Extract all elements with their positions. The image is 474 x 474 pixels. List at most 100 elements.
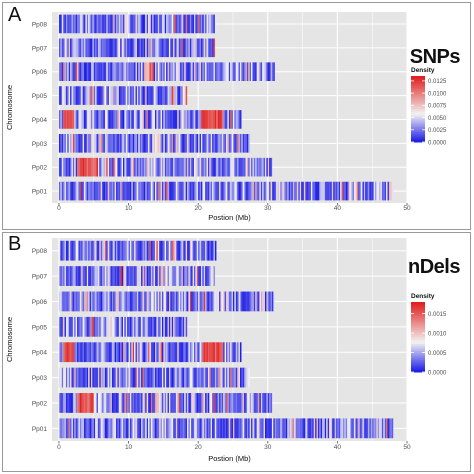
density-cell [96,291,99,312]
density-cell [109,62,111,81]
density-cell [234,134,236,153]
density-cell [249,62,252,81]
density-cell [156,291,158,312]
density-cell [92,240,94,261]
density-cell [153,266,156,286]
density-cell [82,418,85,439]
legend-gradient-step [411,87,425,90]
density-cell [181,110,184,129]
density-cell [248,62,250,81]
density-cell [110,157,113,177]
density-cell [142,181,145,201]
density-cell [259,291,261,312]
density-cell [120,14,122,34]
density-cell [173,316,175,337]
density-cell [152,367,154,388]
density-cell [132,266,135,286]
density-cell [292,181,295,201]
density-cell [174,38,177,58]
density-cell [148,342,150,363]
density-cell [333,181,335,201]
legend-gradient-step [411,77,425,80]
density-cell [132,342,135,363]
density-cell [266,291,268,312]
density-cell [75,240,78,261]
density-cell [120,62,122,81]
density-cell [182,62,185,81]
legend-gradient-step [411,107,425,110]
density-cell [168,38,171,58]
density-cell [171,14,174,34]
density-cell [127,316,129,337]
density-cell [146,86,149,105]
density-cell [68,342,71,363]
density-cell [241,134,243,153]
density-cell [184,342,186,363]
density-cell [175,240,178,261]
density-cell [89,134,92,153]
density-cell [166,14,168,34]
density-cell [155,342,157,363]
density-cell [180,291,182,312]
density-cell [143,14,146,34]
density-cell [77,342,79,363]
density-cell [189,342,192,363]
density-cell [146,367,149,388]
density-cell [188,38,190,58]
density-cell [184,316,186,337]
density-cell [191,418,193,439]
density-cell [187,342,189,363]
legend-gradient-step [411,140,425,143]
density-cell [308,181,310,201]
density-cell [102,266,104,286]
density-cell [117,134,119,153]
density-cell [203,181,206,201]
density-cell [116,393,118,413]
density-cell [68,367,71,388]
density-cell [387,181,390,201]
density-cell [202,418,204,439]
density-cell [90,181,93,201]
density-cell [145,393,147,413]
density-cell [86,367,89,388]
density-cell [135,342,138,363]
density-cell [209,291,211,312]
density-cell [206,134,209,153]
density-cell [123,14,125,34]
density-cell [88,14,90,34]
density-cell [224,181,227,201]
density-cell [132,367,135,388]
density-cell [138,110,140,129]
density-cell [221,418,224,439]
legend-gradient-step [411,112,425,115]
density-cell [61,418,64,439]
density-cell [160,14,163,34]
density-cell [155,62,157,81]
density-cell [344,418,346,439]
density-cell [116,367,118,388]
density-cell [143,316,146,337]
density-cell [237,393,239,413]
density-cell [116,38,118,58]
density-cell [164,418,167,439]
density-cell [113,134,115,153]
density-cell [173,418,175,439]
density-cell [68,316,71,337]
density-cell [148,86,150,105]
density-cell [92,14,94,34]
density-cell [231,291,234,312]
density-cell [99,316,101,337]
density-cell [72,181,75,201]
legend-tick-label: 0.0000 [428,370,447,376]
density-cell [75,367,78,388]
density-cell [149,62,151,81]
density-cell [194,110,196,129]
density-cell [111,157,114,177]
density-cell [92,291,94,312]
density-cell [196,418,199,439]
density-cell [220,62,222,81]
density-cell [192,291,195,312]
density-cell [170,367,172,388]
density-cell [134,342,136,363]
density-cell [313,181,316,201]
